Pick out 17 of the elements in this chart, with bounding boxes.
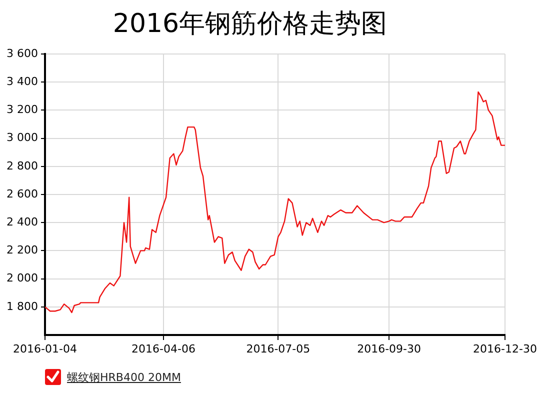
y-tick-label: 3 000 — [6, 131, 38, 144]
x-tick-label: 2016-12-30 — [473, 342, 537, 356]
y-tick-label: 2 000 — [6, 272, 38, 285]
chart-title: 2016年钢筋价格走势图 — [112, 8, 388, 41]
y-tick-label: 3 400 — [6, 74, 38, 88]
y-tick-label: 2 200 — [6, 244, 38, 257]
y-tick-label: 2 800 — [6, 159, 38, 172]
x-tick-label: 2016-07-05 — [246, 342, 310, 356]
y-tick-label: 1 800 — [6, 300, 38, 313]
y-tick-label: 3 600 — [6, 46, 38, 60]
x-tick-label: 2016-01-04 — [13, 342, 77, 356]
x-tick-label: 2016-04-06 — [132, 342, 196, 356]
y-tick-label: 2 600 — [6, 187, 38, 200]
y-tick-label: 2 400 — [6, 215, 38, 228]
legend-label: 螺纹钢HRB400 20MM — [67, 370, 181, 384]
x-tick-label: 2016-09-30 — [357, 342, 422, 356]
y-tick-label: 3 200 — [6, 103, 38, 116]
